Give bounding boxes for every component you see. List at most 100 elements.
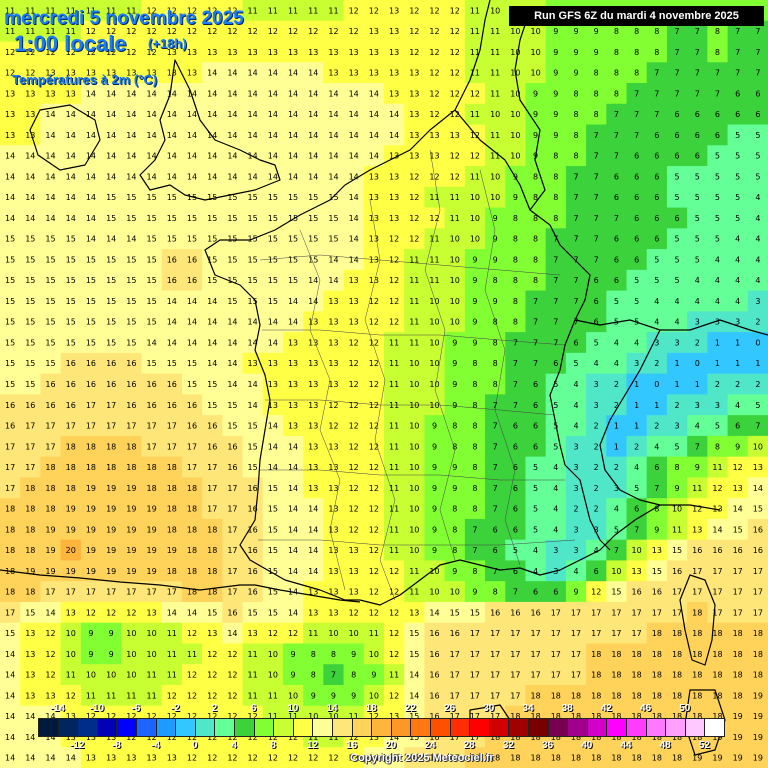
temperature-value: 19 bbox=[86, 484, 96, 493]
temperature-value: 8 bbox=[493, 276, 498, 285]
temperature-cell bbox=[363, 186, 385, 209]
temperature-value: 16 bbox=[66, 401, 76, 410]
temperature-value: 10 bbox=[409, 422, 419, 431]
temperature-value: 8 bbox=[715, 442, 720, 451]
temperature-value: 19 bbox=[86, 546, 96, 555]
temperature-value: 6 bbox=[614, 235, 619, 244]
temperature-value: 18 bbox=[753, 671, 763, 680]
temperature-cell bbox=[727, 124, 749, 146]
temperature-cell bbox=[282, 228, 304, 250]
temperature-value: 11 bbox=[389, 401, 399, 410]
temperature-cell bbox=[161, 290, 183, 312]
temperature-cell bbox=[646, 103, 668, 126]
temperature-value: 14 bbox=[227, 338, 237, 347]
temperature-cell bbox=[20, 124, 42, 146]
temperature-cell bbox=[687, 83, 708, 105]
temperature-cell bbox=[343, 145, 365, 167]
temperature-cell bbox=[606, 103, 628, 126]
temperature-cell bbox=[80, 83, 102, 105]
temperature-value: 15 bbox=[207, 214, 217, 223]
legend-label-bottom: -8 bbox=[111, 740, 121, 751]
temperature-value: 12 bbox=[429, 27, 439, 36]
temperature-cell bbox=[565, 103, 587, 126]
temperature-cell bbox=[525, 62, 547, 84]
temperature-value: 17 bbox=[733, 567, 743, 576]
temperature-cell bbox=[707, 41, 729, 63]
temperature-value: 16 bbox=[248, 525, 258, 534]
temperature-cell bbox=[222, 290, 244, 312]
temperature-value: 17 bbox=[712, 588, 722, 597]
temperature-value: 12 bbox=[248, 27, 258, 36]
temperature-value: 14 bbox=[328, 131, 338, 140]
temperature-cell bbox=[485, 228, 506, 250]
temperature-value: 7 bbox=[695, 48, 700, 57]
temperature-cell bbox=[707, 186, 729, 209]
temperature-value: 13 bbox=[389, 193, 399, 202]
temperature-value: 15 bbox=[45, 359, 55, 368]
temperature-value: 18 bbox=[591, 754, 601, 763]
temperature-cell bbox=[242, 20, 264, 43]
temperature-cell bbox=[222, 249, 244, 271]
temperature-cell bbox=[384, 290, 405, 312]
temperature-value: 8 bbox=[553, 172, 558, 181]
temperature-value: 10 bbox=[146, 629, 156, 638]
temperature-cell bbox=[404, 166, 426, 188]
temperature-value: 14 bbox=[86, 193, 96, 202]
temperature-value: 7 bbox=[533, 297, 538, 306]
temperature-value: 15 bbox=[25, 318, 35, 327]
temperature-value: 6 bbox=[573, 338, 578, 347]
temperature-value: 15 bbox=[227, 401, 237, 410]
temperature-value: 11 bbox=[187, 650, 197, 659]
temperature-value: 18 bbox=[66, 442, 76, 451]
temperature-cell bbox=[323, 290, 345, 312]
temperature-cell bbox=[121, 269, 143, 292]
temperature-value: 15 bbox=[268, 255, 278, 264]
temperature-cell bbox=[727, 207, 749, 229]
temperature-value: 14 bbox=[25, 754, 35, 763]
temperature-cell bbox=[202, 83, 223, 105]
temperature-cell bbox=[404, 207, 426, 229]
temperature-value: 5 bbox=[553, 442, 558, 451]
temperature-value: 6 bbox=[755, 110, 760, 119]
temperature-value: 5 bbox=[533, 463, 538, 472]
temperature-value: 17 bbox=[106, 401, 116, 410]
temperature-value: 15 bbox=[248, 235, 258, 244]
temperature-value: 11 bbox=[248, 6, 258, 15]
temperature-value: 12 bbox=[409, 214, 419, 223]
temperature-value: 10 bbox=[126, 650, 136, 659]
temperature-value: 12 bbox=[248, 754, 258, 763]
temperature-value: 11 bbox=[490, 48, 500, 57]
temperature-value: 2 bbox=[715, 380, 720, 389]
temperature-value: 9 bbox=[594, 27, 599, 36]
temperature-value: 9 bbox=[331, 691, 336, 700]
temperature-value: 9 bbox=[472, 276, 477, 285]
temperature-value: 14 bbox=[66, 754, 76, 763]
temperature-value: 7 bbox=[533, 338, 538, 347]
temperature-value: 8 bbox=[472, 567, 477, 576]
temperature-cell bbox=[161, 166, 183, 188]
temperature-value: 9 bbox=[513, 193, 518, 202]
temperature-value: 12 bbox=[450, 48, 460, 57]
temperature-value: 13 bbox=[308, 338, 318, 347]
temperature-value: 13 bbox=[429, 131, 439, 140]
temperature-value: 4 bbox=[533, 546, 538, 555]
temperature-cell bbox=[141, 186, 163, 209]
temperature-value: 9 bbox=[533, 152, 538, 161]
temperature-value: 15 bbox=[328, 235, 338, 244]
temperature-cell bbox=[303, 103, 324, 126]
temperature-value: 17 bbox=[753, 588, 763, 597]
temperature-value: 11 bbox=[248, 650, 258, 659]
temperature-value: 14 bbox=[369, 152, 379, 161]
temperature-value: 4 bbox=[735, 401, 740, 410]
temperature-value: 12 bbox=[450, 6, 460, 15]
temperature-value: 19 bbox=[86, 567, 96, 576]
temperature-cell bbox=[747, 20, 768, 43]
temperature-value: 15 bbox=[187, 359, 197, 368]
temperature-value: 13 bbox=[5, 89, 15, 98]
temperature-value: 3 bbox=[715, 401, 720, 410]
temperature-value: 14 bbox=[5, 754, 15, 763]
temperature-value: 5 bbox=[553, 380, 558, 389]
temperature-value: 7 bbox=[553, 297, 558, 306]
temperature-value: 11 bbox=[490, 27, 500, 36]
temperature-value: 3 bbox=[675, 338, 680, 347]
